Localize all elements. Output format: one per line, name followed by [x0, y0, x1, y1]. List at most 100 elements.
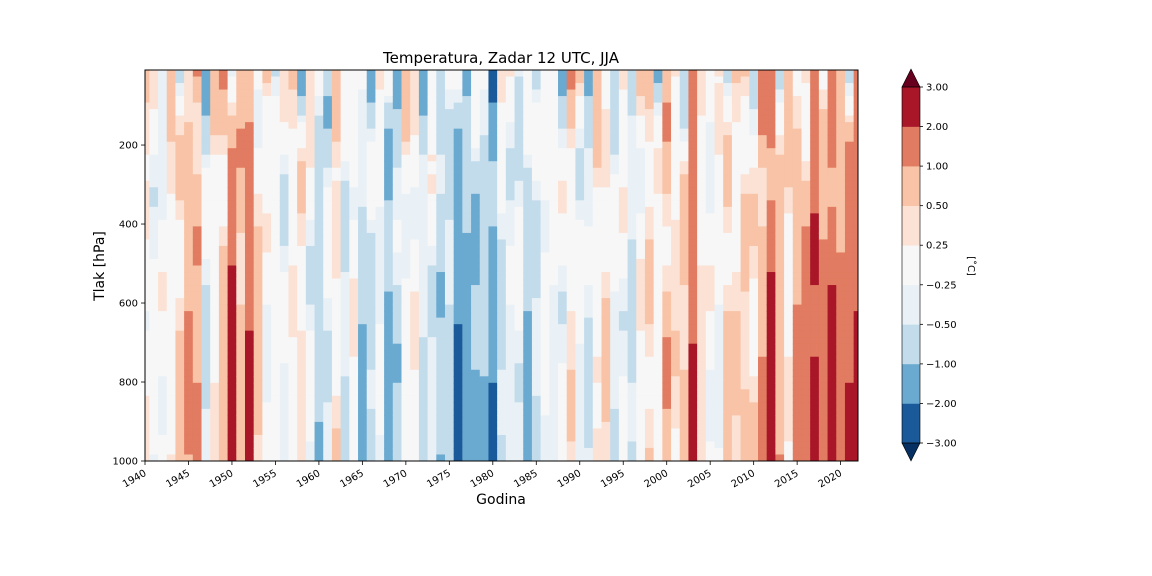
heatmap-cell: [210, 245, 220, 254]
heatmap-cell: [566, 174, 577, 182]
heatmap-cell: [705, 141, 716, 149]
heatmap-cell: [175, 421, 185, 430]
heatmap-cell: [149, 180, 159, 188]
heatmap-cell: [375, 89, 385, 97]
heatmap-cell: [731, 122, 742, 130]
heatmap-cell: [662, 337, 672, 345]
heatmap-cell: [262, 402, 272, 410]
heatmap-cell: [349, 428, 359, 436]
heatmap-cell: [688, 337, 698, 345]
heatmap-cell: [279, 187, 290, 195]
heatmap-cell: [279, 421, 290, 430]
heatmap-cell: [297, 415, 307, 423]
heatmap-cell: [844, 135, 855, 143]
heatmap-cell: [427, 343, 437, 351]
heatmap-cell: [218, 154, 229, 162]
heatmap-cell: [566, 330, 577, 338]
heatmap-cell: [410, 265, 420, 273]
heatmap-cell: [418, 428, 429, 436]
heatmap-cell: [540, 369, 550, 377]
heatmap-cell: [175, 324, 185, 332]
heatmap-cell: [697, 376, 707, 384]
heatmap-cell: [810, 180, 820, 188]
heatmap-cell: [662, 141, 672, 149]
heatmap-cell: [601, 187, 611, 195]
heatmap-cell: [418, 226, 429, 234]
heatmap-cell: [697, 135, 707, 143]
heatmap-cell: [697, 317, 707, 325]
heatmap-cell: [410, 324, 420, 332]
heatmap-cell: [331, 76, 342, 84]
heatmap-cell: [236, 291, 246, 299]
heatmap-cell: [853, 187, 858, 195]
heatmap-cell: [227, 382, 237, 390]
heatmap-cell: [749, 454, 759, 461]
heatmap-cell: [749, 193, 759, 201]
heatmap-cell: [627, 447, 637, 456]
heatmap-cell: [349, 213, 359, 221]
heatmap-cell: [488, 193, 498, 201]
heatmap-cell: [471, 219, 481, 227]
heatmap-cell: [566, 350, 577, 358]
heatmap-cell: [853, 180, 858, 188]
heatmap-cell: [584, 304, 594, 312]
heatmap-cell: [636, 382, 646, 390]
heatmap-cell: [158, 291, 168, 299]
heatmap-cell: [227, 96, 237, 104]
heatmap-cell: [644, 226, 655, 234]
heatmap-cell: [827, 109, 837, 117]
heatmap-cell: [201, 180, 211, 188]
heatmap-cell: [444, 122, 455, 130]
heatmap-cell: [592, 350, 603, 358]
heatmap-cell: [505, 167, 516, 175]
heatmap-cell: [349, 76, 359, 84]
heatmap-cell: [662, 83, 672, 91]
heatmap-cell: [801, 187, 811, 195]
heatmap-cell: [549, 421, 559, 430]
heatmap-cell: [453, 232, 463, 241]
heatmap-cell: [366, 180, 377, 188]
heatmap-cell: [497, 291, 507, 299]
heatmap-cell: [392, 376, 403, 384]
heatmap-cell: [166, 298, 177, 306]
heatmap-cell: [166, 206, 177, 214]
heatmap-cell: [166, 128, 177, 136]
heatmap-cell: [592, 337, 603, 345]
heatmap-cell: [375, 317, 385, 325]
heatmap-cell: [775, 389, 785, 397]
heatmap-cell: [705, 428, 716, 436]
heatmap-cell: [540, 193, 550, 201]
heatmap-cell: [401, 311, 411, 319]
heatmap-cell: [184, 421, 194, 430]
heatmap-cell: [444, 206, 455, 214]
heatmap-cell: [723, 278, 733, 286]
heatmap-cell: [210, 343, 220, 351]
heatmap-cell: [549, 350, 559, 358]
heatmap-cell: [827, 298, 837, 306]
heatmap-cell: [158, 206, 168, 214]
heatmap-cell: [314, 128, 324, 136]
heatmap-cell: [558, 408, 568, 416]
heatmap-cell: [844, 415, 855, 423]
heatmap-cell: [801, 226, 811, 234]
heatmap-cell: [758, 402, 768, 410]
heatmap-cell: [331, 167, 342, 175]
heatmap-cell: [784, 350, 794, 358]
heatmap-cell: [836, 161, 846, 169]
heatmap-cell: [366, 167, 377, 175]
heatmap-cell: [731, 330, 742, 338]
heatmap-cell: [145, 304, 150, 312]
heatmap-cell: [358, 337, 368, 345]
heatmap-cell: [575, 434, 585, 443]
heatmap-cell: [262, 317, 272, 325]
heatmap-cell: [740, 330, 750, 338]
heatmap-cell: [671, 109, 681, 117]
heatmap-cell: [827, 96, 837, 104]
heatmap-cell: [366, 317, 377, 325]
heatmap-cell: [149, 232, 159, 241]
heatmap-cell: [731, 245, 742, 254]
heatmap-cell: [192, 167, 203, 175]
heatmap-cell: [349, 363, 359, 371]
heatmap-cell: [610, 304, 620, 312]
heatmap-cell: [792, 408, 803, 416]
